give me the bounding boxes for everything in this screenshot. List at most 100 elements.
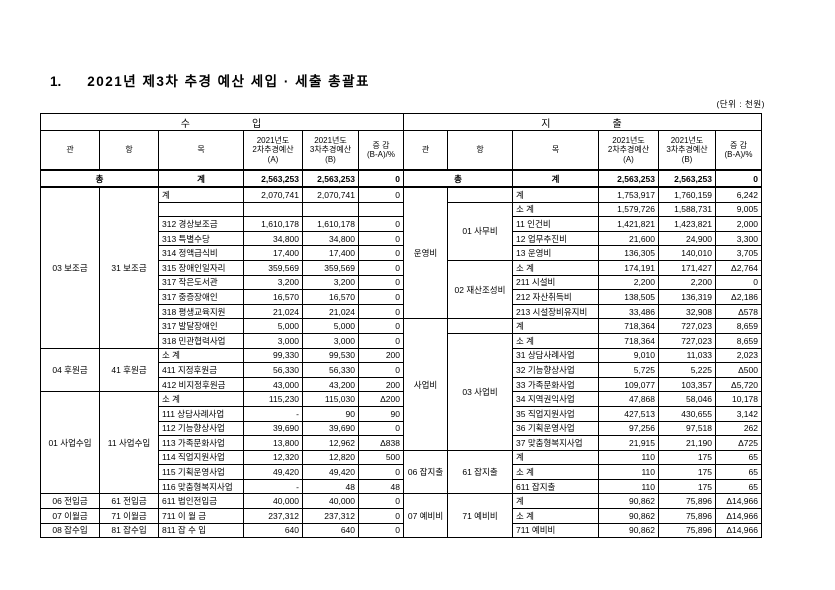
expense-col-diff: 증 감 (B-A)/% <box>715 130 762 171</box>
value-a-cell <box>243 201 303 218</box>
diff-cell: 0 <box>715 274 762 291</box>
diff-cell: 8,659 <box>715 332 762 349</box>
value-a-cell: 1,421,821 <box>598 216 659 232</box>
mok-cell: 811 잡 수 입 <box>158 522 244 539</box>
hang-cell: 71 이월금 <box>99 508 159 524</box>
value-b-cell: 103,357 <box>658 376 716 393</box>
value-a-cell: 40,000 <box>243 493 303 510</box>
mok-cell <box>158 201 244 218</box>
mok-cell: 116 맞춤형복지사업 <box>158 478 244 495</box>
value-b-cell: 43,200 <box>302 376 359 393</box>
mok-cell: 33 가족문화사업 <box>512 376 599 393</box>
table-row: 411 지정후원금 56,330 56,330 0 <box>41 362 404 378</box>
expense-total-b: 2,563,253 <box>658 169 716 188</box>
value-a-cell: 39,690 <box>243 420 303 437</box>
income-table: 수 입 관 항 목 2021년도 2차추경예산 (A) 2021년도 3차추경예… <box>40 113 404 539</box>
table-row: 113 가족문화사업 13,800 12,962 Δ838 <box>41 435 404 451</box>
mok-cell: 114 직업지원사업 <box>158 449 244 466</box>
value-b-cell: 640 <box>302 522 359 539</box>
hang-cell: 03 사업비 <box>447 332 513 451</box>
value-b-cell: 1,760,159 <box>658 186 716 203</box>
mok-cell: 11 인건비 <box>512 216 599 232</box>
diff-cell: 0 <box>358 216 404 232</box>
income-col-diff: 증 감 (B-A)/% <box>358 130 404 171</box>
value-b-cell: 115,030 <box>302 391 359 407</box>
value-a-cell: 5,000 <box>243 318 303 334</box>
value-b-cell: 21,190 <box>658 435 716 451</box>
hang-cell: 61 전입금 <box>99 493 159 510</box>
value-b-cell: 237,312 <box>302 508 359 524</box>
table-row: 412 비지정후원금 43,000 43,200 200 <box>41 376 404 393</box>
value-b-cell: 1,423,821 <box>658 216 716 232</box>
mok-cell: 318 평생교육지원 <box>158 303 244 320</box>
value-b-cell: 90 <box>302 405 359 422</box>
diff-cell: 0 <box>358 420 404 437</box>
value-a-cell: 21,600 <box>598 230 659 247</box>
diff-cell: Δ2,764 <box>715 259 762 276</box>
income-total-b: 2,563,253 <box>302 169 359 188</box>
expense-table: 지 출 관 항 목 2021년도 2차추경예산 (A) 2021년도 3차추경예… <box>403 113 762 539</box>
value-a-cell: 2,200 <box>598 274 659 291</box>
mok-cell: 312 경상보조금 <box>158 216 244 232</box>
income-total-row: 총 계 2,563,253 2,563,253 0 <box>40 169 404 188</box>
value-b-cell: 727,023 <box>658 332 716 349</box>
value-b-cell: 175 <box>658 449 716 466</box>
value-a-cell: 138,505 <box>598 289 659 305</box>
value-b-cell: 16,570 <box>302 289 359 305</box>
value-a-cell: 5,725 <box>598 362 659 378</box>
mok-cell: 계 <box>512 449 599 466</box>
table-row: 사업비 계 718,364 727,023 8,659 <box>403 318 762 451</box>
title-text: 2021년 제3차 추경 예산 세입 · 세출 총괄표 <box>87 74 370 89</box>
table-row: 02 재산조성비 소 계 174,191 171,427 Δ2,764 <box>404 259 762 320</box>
value-b-cell: 3,200 <box>302 274 359 291</box>
table-row: 213 시설장비유지비 33,486 32,908 Δ578 <box>404 303 762 320</box>
gwan-cell: 06 잡지출 <box>403 449 448 495</box>
value-b-cell: 97,518 <box>658 420 716 437</box>
table-row: 314 정액급식비 17,400 17,400 0 <box>41 245 404 261</box>
hang-cell: 81 잡수입 <box>99 522 159 539</box>
mok-cell: 소 계 <box>512 259 599 276</box>
value-b-cell: 136,319 <box>658 289 716 305</box>
mok-cell: 111 상담사례사업 <box>158 405 244 422</box>
income-col-mok: 목 <box>158 130 244 171</box>
mok-cell: 36 기획운영사업 <box>512 420 599 437</box>
table-row: 112 기능향상사업 39,690 39,690 0 <box>41 420 404 437</box>
mok-cell: 37 맞춤형복지사업 <box>512 435 599 451</box>
income-col-a: 2021년도 2차추경예산 (A) <box>243 130 303 171</box>
diff-cell: Δ500 <box>715 362 762 378</box>
gwan-cell: 07 예비비 <box>403 493 448 539</box>
value-b-cell: 2,200 <box>658 274 716 291</box>
mok-cell: 35 직업지원사업 <box>512 405 599 422</box>
hang-cell <box>447 186 513 203</box>
diff-cell: 0 <box>358 259 404 276</box>
table-row: 04 후원금 41 후원금 소 계 99,330 99,530 200 <box>40 347 404 393</box>
value-a-cell: 21,915 <box>598 435 659 451</box>
mok-cell: 소 계 <box>512 508 599 524</box>
diff-cell: Δ838 <box>358 435 404 451</box>
value-a-cell: 115,230 <box>243 391 303 407</box>
value-b-cell <box>302 201 359 218</box>
income-total-a: 2,563,253 <box>243 169 303 188</box>
value-a-cell: 718,364 <box>598 332 659 349</box>
hang-cell: 61 잡지출 <box>447 449 513 495</box>
unit-note: (단위 : 천원) <box>716 99 765 109</box>
table-row: 317 중증장애인 16,570 16,570 0 <box>41 289 404 305</box>
value-b-cell: 140,010 <box>658 245 716 261</box>
table-row: 31 상담사례사업 9,010 11,033 2,023 <box>404 347 762 364</box>
value-b-cell: 21,024 <box>302 303 359 320</box>
gwan-cell: 01 사업수입 <box>40 391 100 495</box>
value-b-cell: 1,588,731 <box>658 201 716 218</box>
diff-cell: 2,023 <box>715 347 762 364</box>
income-col-gwan: 관 <box>40 130 100 171</box>
table-row: 11 인건비 1,421,821 1,423,821 2,000 <box>404 216 762 232</box>
diff-cell: 65 <box>715 449 762 466</box>
value-a-cell: 110 <box>598 478 659 495</box>
mok-cell: 계 <box>512 318 599 334</box>
value-a-cell: 17,400 <box>243 245 303 261</box>
diff-cell: 200 <box>358 376 404 393</box>
mok-cell: 115 기획운영사업 <box>158 464 244 480</box>
income-total-diff: 0 <box>358 169 404 188</box>
income-band-title: 수 입 <box>40 113 404 131</box>
value-b-cell: 75,896 <box>658 508 716 524</box>
